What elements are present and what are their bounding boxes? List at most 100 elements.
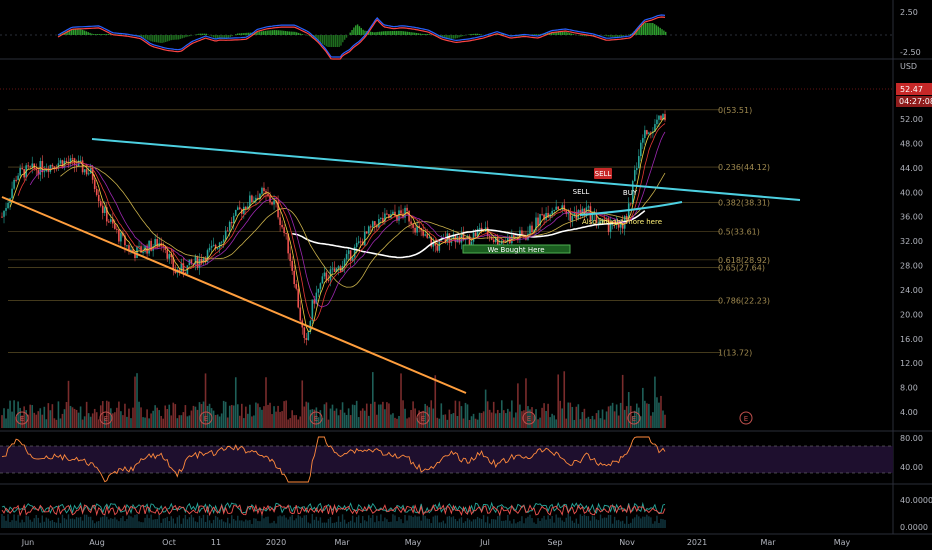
candle-body <box>567 213 570 215</box>
macd-histogram-bar <box>284 31 287 35</box>
lower-indicator-bar <box>573 522 576 528</box>
lower-indicator-bar <box>575 518 578 528</box>
macd-histogram-bar <box>257 31 259 35</box>
macd-histogram-bar <box>170 35 172 41</box>
lower-indicator-bar <box>126 518 128 528</box>
bought-here-label: We Bought Here <box>487 246 544 254</box>
candle-body <box>351 257 354 261</box>
candle-body <box>289 253 291 261</box>
lower-indicator-bar <box>349 520 352 528</box>
candle-body <box>541 214 543 216</box>
lower-indicator-bar <box>390 521 392 528</box>
macd-histogram-bar <box>377 31 379 35</box>
lower-indicator-bar <box>571 520 574 528</box>
macd-histogram-bar <box>98 34 100 35</box>
volume-bar <box>432 408 435 428</box>
macd-histogram-bar <box>552 32 554 35</box>
lower-indicator-bar <box>116 519 118 528</box>
lower-indicator-bar <box>581 515 584 528</box>
sell-marker[interactable] <box>594 168 612 179</box>
volume-bar <box>196 409 199 428</box>
candle-body <box>220 241 223 243</box>
volume-bar <box>638 407 640 428</box>
macd-histogram-bar <box>183 35 185 38</box>
volume-bar <box>531 407 533 428</box>
volume-bar <box>182 412 185 428</box>
lower-indicator-bar <box>271 522 273 528</box>
price-tick-label: 40.00 <box>900 188 923 197</box>
moving-average-purple <box>29 131 666 308</box>
candle-body <box>660 115 662 121</box>
macd-histogram-bar <box>94 34 97 35</box>
candle-body <box>386 213 388 215</box>
macd-histogram-bar <box>379 31 381 35</box>
fib-level-label: 0.236(44.12) <box>718 163 770 172</box>
macd-histogram-bar <box>436 35 438 37</box>
candle-body <box>124 235 126 246</box>
volume-bar <box>105 400 108 428</box>
macd-histogram-bar <box>81 29 84 35</box>
lower-indicator-bar <box>376 515 378 528</box>
volume-bar <box>402 400 404 428</box>
candle-body <box>478 227 481 230</box>
candle-body <box>357 241 360 243</box>
bought-here-box[interactable] <box>462 244 571 254</box>
volume-bar <box>238 415 241 428</box>
lower-indicator-bar <box>319 517 322 528</box>
lower-indicator-bar <box>370 517 372 528</box>
lower-indicator-bar <box>170 516 172 528</box>
volume-bar <box>585 418 588 428</box>
macd-histogram-bar <box>292 31 294 35</box>
candle-body <box>521 230 523 235</box>
volume-bar <box>166 409 169 428</box>
volume-bar <box>390 414 392 428</box>
volume-bar <box>627 392 630 428</box>
lower-indicator-bar <box>233 518 235 528</box>
volume-bar <box>474 418 477 428</box>
volume-bar <box>619 402 622 428</box>
candle-body <box>108 221 110 223</box>
volume-bar <box>339 409 342 428</box>
rising-trendline[interactable] <box>579 201 683 216</box>
macd-histogram-bar <box>76 28 78 35</box>
volume-bar <box>466 404 469 428</box>
volume-bar <box>170 415 173 428</box>
candle-body <box>575 211 578 219</box>
candle-body <box>291 260 293 271</box>
lower-indicator-bar <box>295 518 297 528</box>
candle-body <box>424 234 426 236</box>
time-tick-label: May <box>405 538 422 547</box>
support-trendline[interactable] <box>1 196 467 394</box>
resistance-trendline[interactable] <box>91 138 801 201</box>
macd-histogram-bar <box>105 34 108 35</box>
candle-body <box>557 206 559 210</box>
volume-bar <box>623 409 626 428</box>
fib-level-label: 0.786(22.23) <box>718 297 770 306</box>
candle-body <box>325 272 328 281</box>
lower-indicator-bar <box>144 517 146 528</box>
volume-bar <box>247 413 249 428</box>
volume-bar <box>45 419 48 428</box>
lower-indicator-bar <box>339 521 342 528</box>
macd-histogram-bar <box>362 29 364 35</box>
volume-bar <box>313 409 316 428</box>
candle-body <box>380 217 382 219</box>
volume-bar <box>615 404 618 428</box>
candle-body <box>601 218 604 223</box>
candle-body <box>273 200 275 205</box>
lower-indicator-bar <box>239 520 241 528</box>
macd-histogram-bar <box>255 32 257 35</box>
macd-histogram-bar <box>598 35 600 36</box>
lower-indicator-bar <box>317 520 320 528</box>
lower-indicator-bar <box>382 521 384 528</box>
macd-histogram-bar <box>297 32 300 35</box>
volume-bar <box>271 414 273 428</box>
price-tick-label: 52.00 <box>900 115 923 124</box>
candle-body <box>101 205 104 213</box>
lower-indicator-bar <box>39 522 41 528</box>
macd-histogram-bar <box>209 35 211 36</box>
lower-indicator-bar <box>611 523 614 528</box>
volume-bar <box>53 418 56 428</box>
volume-bar <box>498 412 501 428</box>
